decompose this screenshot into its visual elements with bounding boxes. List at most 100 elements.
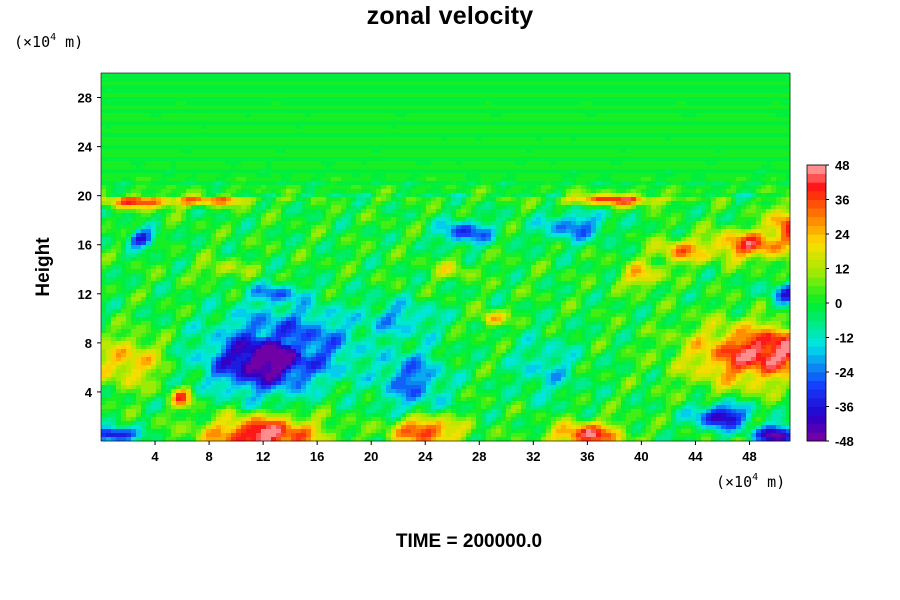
field-cell xyxy=(286,109,292,114)
field-cell xyxy=(511,77,517,82)
field-cell xyxy=(616,89,622,94)
field-cell xyxy=(641,73,647,78)
field-cell xyxy=(171,133,177,138)
field-cell xyxy=(396,113,402,118)
field-cell xyxy=(466,117,472,122)
field-cell xyxy=(596,133,602,138)
field-cell xyxy=(421,97,427,102)
field-cell xyxy=(241,73,247,78)
field-cell xyxy=(676,77,682,82)
field-cell xyxy=(501,129,507,134)
field-cell xyxy=(691,141,697,146)
field-cell xyxy=(666,177,672,182)
field-cell xyxy=(156,173,162,178)
field-cell xyxy=(636,117,642,122)
field-cell xyxy=(221,81,227,86)
field-cell xyxy=(421,73,427,78)
field-cell xyxy=(306,201,312,206)
field-cell xyxy=(161,77,167,82)
field-cell xyxy=(581,173,587,178)
field-cell xyxy=(516,85,522,90)
field-cell xyxy=(391,97,397,102)
field-cell xyxy=(206,113,212,118)
field-cell xyxy=(166,101,172,106)
field-cell xyxy=(681,169,687,174)
field-cell xyxy=(156,73,162,78)
field-cell xyxy=(216,81,222,86)
field-cell xyxy=(641,165,647,170)
field-cell xyxy=(641,161,647,166)
field-cell xyxy=(591,129,597,134)
field-cell xyxy=(531,109,537,114)
field-cell xyxy=(626,209,632,214)
field-cell xyxy=(166,149,172,154)
field-cell xyxy=(611,173,617,178)
field-cell xyxy=(511,181,517,186)
field-cell xyxy=(381,153,387,158)
field-cell xyxy=(251,125,257,130)
field-cell xyxy=(496,161,502,166)
field-cell xyxy=(541,133,547,138)
field-cell xyxy=(211,149,217,154)
field-cell xyxy=(146,169,152,174)
field-cell xyxy=(381,173,387,178)
field-cell xyxy=(596,89,602,94)
field-cell xyxy=(481,209,487,214)
field-cell xyxy=(371,197,377,202)
field-cell xyxy=(516,105,522,110)
field-cell xyxy=(591,193,597,198)
field-cell xyxy=(316,77,322,82)
field-cell xyxy=(526,81,532,86)
field-cell xyxy=(611,189,617,194)
field-cell xyxy=(561,109,567,114)
field-cell xyxy=(356,117,362,122)
field-cell xyxy=(386,209,392,214)
field-cell xyxy=(676,145,682,150)
field-cell xyxy=(221,129,227,134)
field-cell xyxy=(671,181,677,186)
field-cell xyxy=(331,81,337,86)
field-cell xyxy=(126,81,132,86)
field-cell xyxy=(196,165,202,170)
field-cell xyxy=(301,121,307,126)
field-cell xyxy=(466,177,472,182)
field-cell xyxy=(746,81,752,86)
field-cell xyxy=(106,137,112,142)
field-cell xyxy=(301,173,307,178)
field-cell xyxy=(486,85,492,90)
field-cell xyxy=(706,161,712,166)
field-cell xyxy=(391,149,397,154)
field-cell xyxy=(431,149,437,154)
field-cell xyxy=(546,81,552,86)
field-cell xyxy=(716,181,722,186)
field-cell xyxy=(521,209,527,214)
field-cell xyxy=(121,93,127,98)
field-cell xyxy=(181,81,187,86)
field-cell xyxy=(161,197,167,202)
field-cell xyxy=(501,89,507,94)
field-cell xyxy=(726,205,732,210)
field-cell xyxy=(701,201,707,206)
field-cell xyxy=(511,133,517,138)
field-cell xyxy=(696,125,702,130)
field-cell xyxy=(516,169,522,174)
field-cell xyxy=(266,81,272,86)
field-cell xyxy=(321,89,327,94)
field-cell xyxy=(406,117,412,122)
field-cell xyxy=(566,157,572,162)
field-cell xyxy=(266,77,272,82)
field-cell xyxy=(531,133,537,138)
field-cell xyxy=(761,205,767,210)
field-cell xyxy=(191,93,197,98)
field-cell xyxy=(126,113,132,118)
field-cell xyxy=(606,109,612,114)
field-cell xyxy=(586,145,592,150)
field-cell xyxy=(651,77,657,82)
field-cell xyxy=(651,181,657,186)
field-cell xyxy=(121,197,127,202)
field-cell xyxy=(481,189,487,194)
field-cell xyxy=(436,169,442,174)
field-cell xyxy=(141,209,147,214)
field-cell xyxy=(296,153,302,158)
field-cell xyxy=(171,157,177,162)
